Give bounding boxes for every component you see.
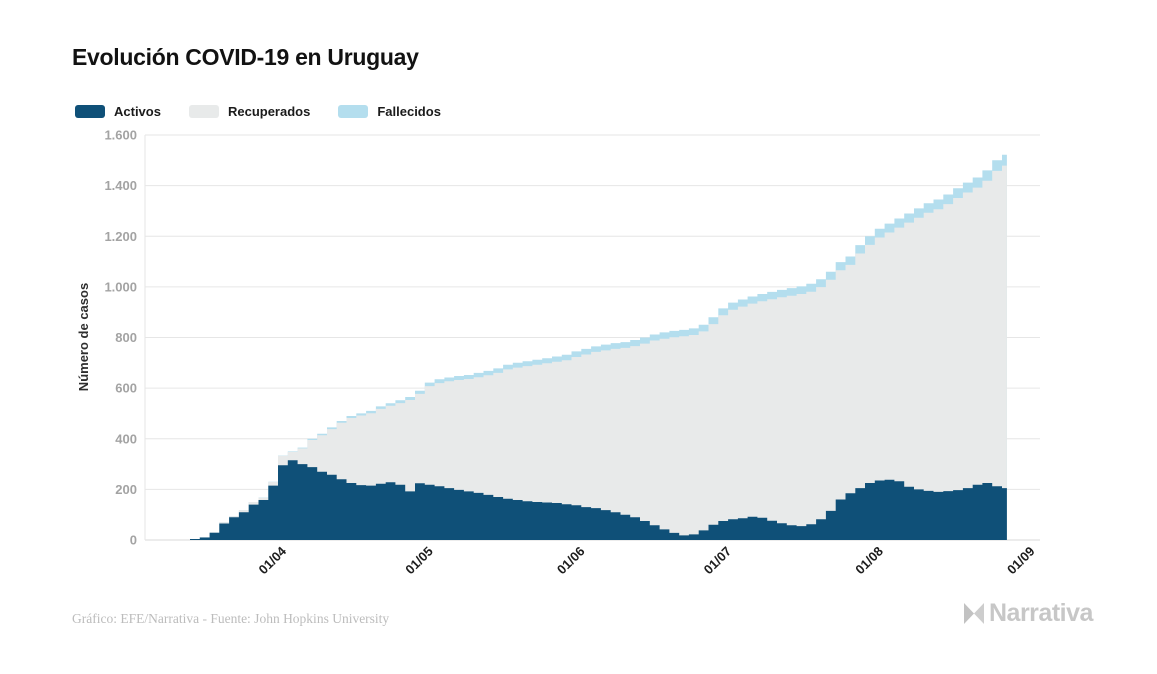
y-axis-title: Número de casos bbox=[76, 283, 91, 391]
x-tick-label-01-05: 01/05 bbox=[402, 544, 436, 578]
y-tick-label-1.000: 1.000 bbox=[104, 279, 137, 294]
legend-label-activos: Activos bbox=[114, 104, 161, 119]
legend-item-fallecidos: Fallecidos bbox=[338, 104, 441, 119]
legend-item-recuperados: Recuperados bbox=[188, 104, 311, 119]
source-credit: Gráfico: EFE/Narrativa - Fuente: John Ho… bbox=[72, 611, 390, 626]
legend-item-activos: Activos bbox=[75, 104, 161, 119]
y-tick-label-1.400: 1.400 bbox=[104, 178, 137, 193]
legend-swatch-fallecidos bbox=[338, 105, 369, 118]
y-tick-label-1.600: 1.600 bbox=[104, 128, 137, 143]
y-tick-label-200: 200 bbox=[115, 482, 137, 497]
chart-legend: Activos Recuperados Fallecidos bbox=[75, 104, 441, 119]
narrativa-logo-icon bbox=[964, 603, 984, 624]
narrativa-logo-text: Narrativa bbox=[989, 599, 1093, 627]
y-tick-label-0: 0 bbox=[130, 533, 137, 548]
y-tick-label-600: 600 bbox=[115, 381, 137, 396]
legend-swatch-activos bbox=[75, 105, 105, 118]
legend-label-fallecidos: Fallecidos bbox=[377, 104, 441, 119]
area-recuperados bbox=[190, 165, 1007, 540]
narrativa-logo: Narrativa bbox=[962, 599, 1093, 628]
legend-swatch-recuperados bbox=[188, 105, 219, 118]
y-tick-label-1.200: 1.200 bbox=[104, 229, 137, 244]
page-title: Evolución COVID-19 en Uruguay bbox=[72, 44, 419, 70]
x-tick-label-01-06: 01/06 bbox=[554, 544, 588, 578]
x-tick-label-01-08: 01/08 bbox=[852, 544, 886, 578]
y-tick-label-800: 800 bbox=[115, 330, 137, 345]
area-activos bbox=[190, 460, 1007, 540]
x-tick-label-01-04: 01/04 bbox=[256, 543, 290, 577]
y-tick-label-400: 400 bbox=[115, 431, 137, 446]
x-tick-label-01-09: 01/09 bbox=[1004, 544, 1038, 578]
legend-label-recuperados: Recuperados bbox=[227, 104, 311, 119]
x-tick-label-01-07: 01/07 bbox=[701, 544, 735, 578]
